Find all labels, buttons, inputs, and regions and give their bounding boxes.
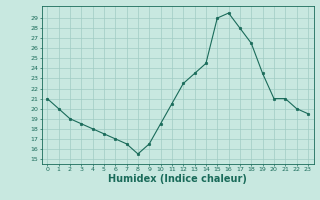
- X-axis label: Humidex (Indice chaleur): Humidex (Indice chaleur): [108, 174, 247, 184]
